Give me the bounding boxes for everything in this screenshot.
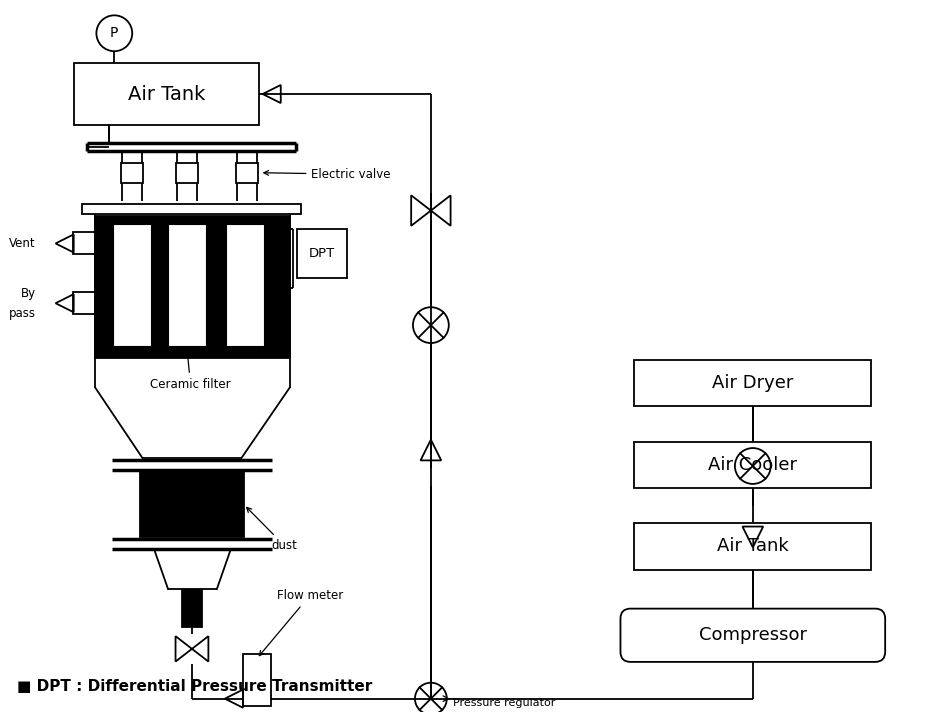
FancyBboxPatch shape bbox=[620, 609, 885, 662]
Text: Flow meter: Flow meter bbox=[259, 589, 342, 656]
Bar bbox=[182, 589, 202, 627]
Bar bbox=[74, 232, 95, 255]
Bar bbox=[236, 163, 258, 183]
Bar bbox=[226, 223, 264, 346]
Bar bbox=[95, 215, 289, 358]
Text: Air Tank: Air Tank bbox=[717, 538, 788, 555]
Text: Air Dryer: Air Dryer bbox=[712, 374, 793, 392]
Bar bbox=[113, 223, 151, 346]
Text: DPT: DPT bbox=[309, 247, 336, 260]
Bar bbox=[634, 360, 871, 406]
Text: Ceramic filter: Ceramic filter bbox=[150, 352, 230, 391]
Text: Compressor: Compressor bbox=[699, 626, 807, 645]
Bar bbox=[121, 163, 143, 183]
Bar bbox=[75, 63, 258, 125]
Bar bbox=[82, 204, 301, 214]
Bar bbox=[140, 470, 244, 538]
Text: Vent: Vent bbox=[9, 237, 35, 250]
Text: By: By bbox=[21, 287, 35, 299]
Bar bbox=[168, 223, 206, 346]
Bar bbox=[298, 228, 347, 278]
Text: Air Cooler: Air Cooler bbox=[708, 456, 798, 474]
Bar bbox=[634, 523, 871, 570]
Bar bbox=[243, 654, 271, 706]
Text: pass: pass bbox=[8, 307, 35, 319]
Text: Electric valve: Electric valve bbox=[264, 168, 391, 180]
Text: dust: dust bbox=[246, 508, 298, 553]
Bar bbox=[634, 442, 871, 488]
Text: Pressure regulator: Pressure regulator bbox=[453, 697, 555, 707]
Text: P: P bbox=[110, 26, 118, 40]
Text: ■ DPT : Differential Pressure Transmitter: ■ DPT : Differential Pressure Transmitte… bbox=[17, 679, 372, 694]
Bar bbox=[74, 292, 95, 314]
Bar bbox=[176, 163, 198, 183]
Text: Air Tank: Air Tank bbox=[128, 85, 205, 103]
